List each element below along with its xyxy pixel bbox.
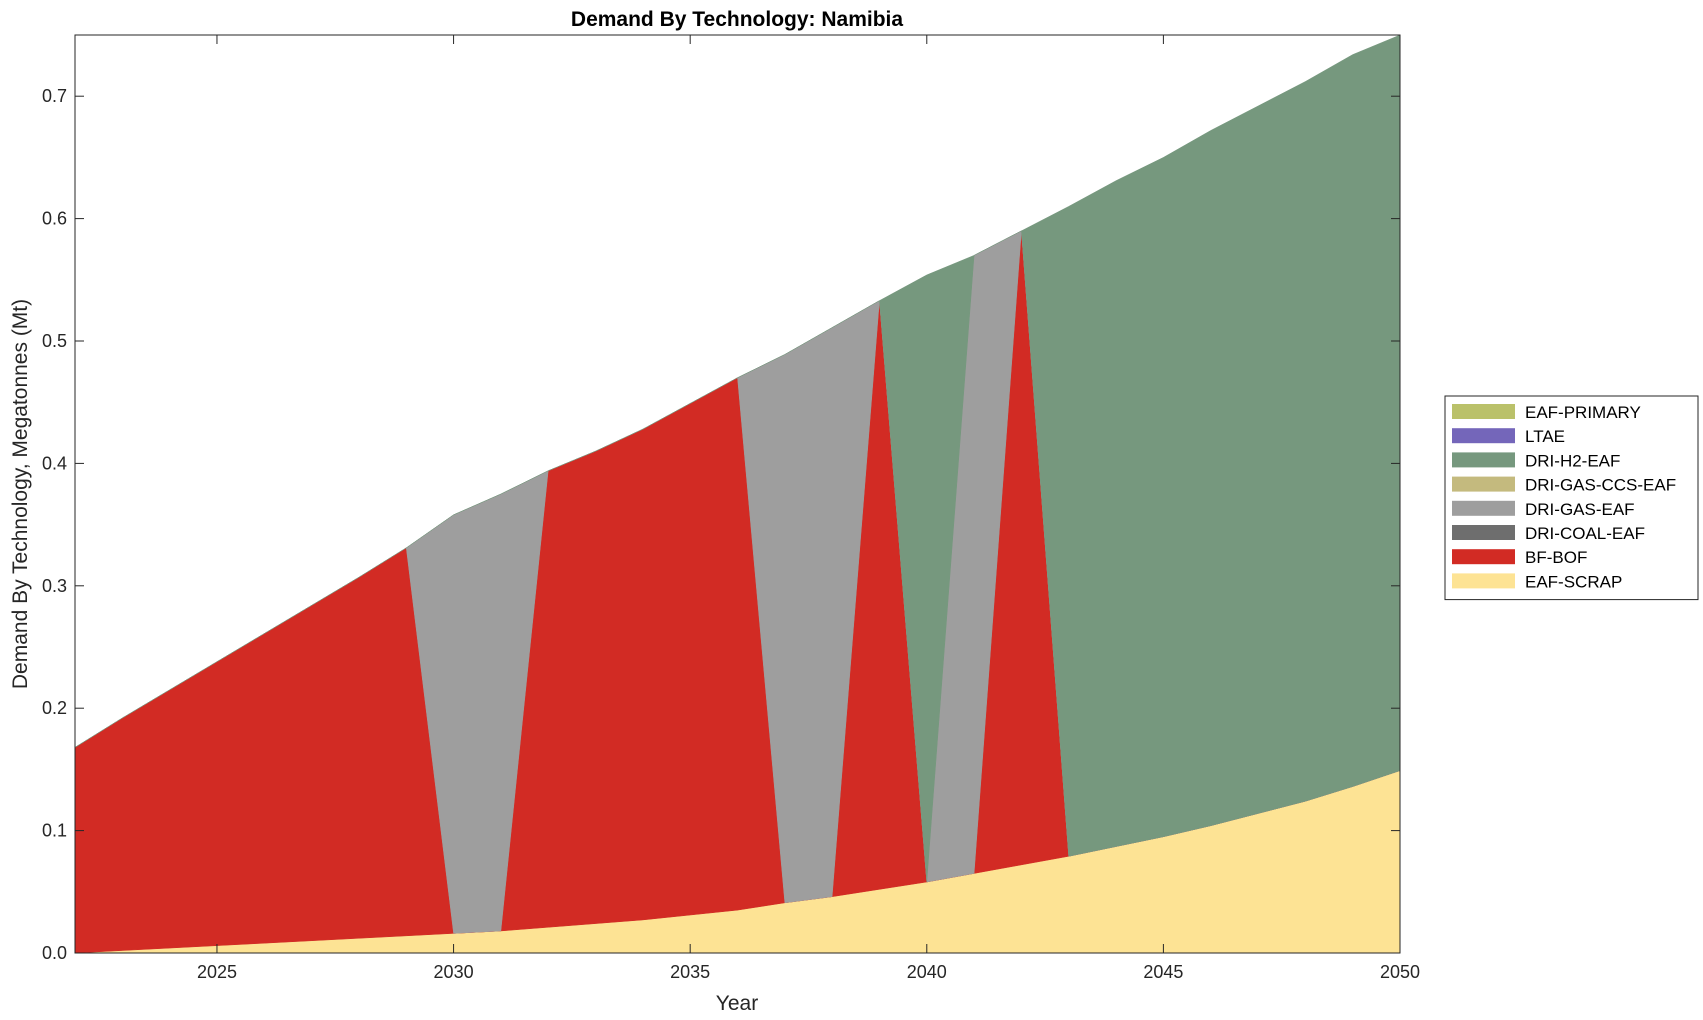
legend-label: EAF-SCRAP — [1525, 572, 1622, 591]
legend-item: DRI-GAS-EAF — [1452, 500, 1635, 519]
x-tick-label: 2050 — [1380, 962, 1420, 982]
x-tick-label: 2035 — [670, 962, 710, 982]
legend: EAF-PRIMARY LTAE DRI-H2-EAF DRI-GAS-CCS-EAF… — [1444, 395, 1699, 601]
y-tick-label: 0.2 — [42, 698, 67, 718]
legend-label: DRI-COAL-EAF — [1525, 524, 1645, 543]
x-tick-label: 2040 — [907, 962, 947, 982]
y-tick-label: 0.7 — [42, 86, 67, 106]
y-tick-label: 0.3 — [42, 576, 67, 596]
legend-item: BF-BOF — [1452, 548, 1587, 567]
x-tick-label: 2025 — [197, 962, 237, 982]
legend-label: EAF-PRIMARY — [1525, 403, 1641, 422]
chart-title: Demand By Technology: Namibia — [571, 8, 903, 31]
legend-label: DRI-H2-EAF — [1525, 451, 1620, 470]
legend-item: DRI-COAL-EAF — [1452, 524, 1645, 543]
legend-swatch — [1452, 573, 1515, 589]
y-axis-title: Demand By Technology, Megatonnes (Mt) — [9, 299, 32, 689]
x-axis: 2025 2030 2035 2040 2045 2050 — [197, 35, 1420, 982]
x-tick-label: 2045 — [1143, 962, 1183, 982]
legend-box — [1444, 395, 1699, 601]
legend-label: DRI-GAS-EAF — [1525, 500, 1635, 519]
y-tick-label: 0.1 — [42, 821, 67, 841]
plot-frame — [74, 34, 1401, 954]
legend-item: DRI-H2-EAF — [1452, 451, 1620, 470]
legend-label: LTAE — [1525, 427, 1565, 446]
x-axis-title: Year — [716, 992, 758, 1015]
legend-label: DRI-GAS-CCS-EAF — [1525, 476, 1676, 495]
y-tick-label: 0.5 — [42, 331, 67, 351]
y-tick-label: 0.0 — [42, 943, 67, 963]
legend-swatch — [1452, 452, 1515, 468]
legend-item: EAF-SCRAP — [1452, 572, 1622, 591]
legend-item: LTAE — [1452, 427, 1565, 446]
legend-swatch — [1452, 404, 1515, 419]
legend-swatch — [1452, 525, 1515, 540]
legend-item: EAF-PRIMARY — [1452, 403, 1641, 422]
y-tick-label: 0.6 — [42, 209, 67, 229]
areas-layer — [74, 34, 1401, 954]
x-tick-label: 2030 — [434, 962, 474, 982]
y-axis: 0.0 0.1 0.2 0.3 0.4 0.5 0.6 0.7 — [42, 86, 1400, 963]
legend-item: DRI-GAS-CCS-EAF — [1452, 476, 1676, 495]
legend-swatch — [1452, 476, 1515, 492]
legend-label: BF-BOF — [1525, 548, 1587, 567]
legend-swatch — [1452, 500, 1515, 516]
legend-swatch — [1452, 428, 1515, 444]
legend-swatch — [1452, 549, 1515, 565]
y-tick-label: 0.4 — [42, 453, 67, 473]
